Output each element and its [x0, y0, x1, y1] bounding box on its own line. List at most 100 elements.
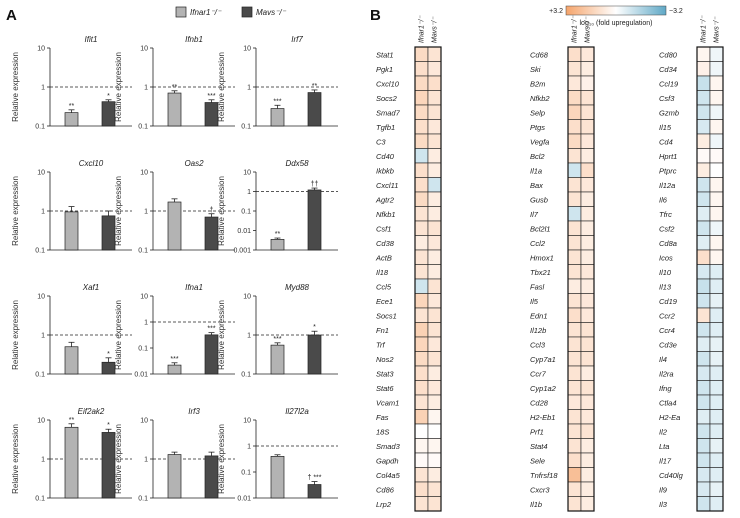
heatmap-cell-ece1	[427, 293, 442, 309]
heatmap-cell-col4a5	[414, 467, 429, 483]
panel-label-a: A	[6, 7, 17, 24]
y-axis-label: Relative expression	[217, 424, 226, 494]
heatmap-cell-ctla4	[709, 394, 724, 410]
y-tick-label: 10	[37, 46, 45, 53]
chart-title-myd88: Myd88	[285, 283, 310, 292]
heatmap-cell-lta	[696, 438, 711, 454]
y-tick-label: 0.1	[35, 372, 45, 379]
bar-ifnar1	[167, 364, 182, 375]
gene-label-18s: 18S	[376, 427, 389, 436]
y-tick-label: 0.01	[134, 372, 148, 379]
chart-title-il27l2a: Il27l2a	[285, 407, 309, 416]
y-tick-label: 0.1	[241, 470, 251, 477]
bar-ifnar1	[270, 239, 285, 251]
bar-ifnar1	[270, 344, 285, 375]
gene-label-il3: Il3	[659, 500, 668, 509]
heatmap-cell-gusb	[580, 191, 595, 207]
gene-label-vegfa: Vegfa	[530, 137, 549, 146]
gene-label-edn1: Edn1	[530, 311, 548, 320]
panel-label-b: B	[370, 7, 381, 24]
heatmap-cell-cd38	[414, 235, 429, 251]
gene-label-gzmb: Gzmb	[659, 108, 679, 117]
heatmap-column-1: Ifnar1⁻/⁻ Mavs⁻/⁻ Stat1 Pgk1 Cxcl10 Socs2 Smad…	[375, 14, 442, 512]
heatmap-cell-ccl2	[567, 235, 582, 251]
gene-label-fasl: Fasl	[530, 282, 545, 291]
heatmap-cell-cd86	[427, 481, 442, 497]
gene-label-c3: C3	[376, 137, 386, 146]
heatmap-cell-tgfb1	[427, 119, 442, 135]
bar-chart-il27l2a: Il27l2a Relative expression 0.01 0.1 1 10 † **…	[217, 407, 338, 503]
bar-chart-irf3: Irf3 Relative expression 0.1 1 10	[114, 407, 235, 503]
heatmap-column-2: Ifnar1⁻/⁻ Mavs⁻/⁻ Cd68 Ski B2m Nfkb2 Selp Ptgs V…	[530, 14, 595, 512]
y-tick-label: 10	[243, 170, 251, 177]
gene-label-cyp1a2: Cyp1a2	[530, 384, 557, 393]
heatmap-cell-csf2	[709, 220, 724, 236]
heatmap-cell-ikbkb	[414, 162, 429, 178]
y-tick-label: 10	[140, 418, 148, 425]
heatmap-cell-fas	[427, 409, 442, 425]
gene-label-col4a5: Col4a5	[376, 471, 401, 480]
heatmap-cell-edn1	[567, 307, 582, 323]
heatmap-cell-bcl2	[580, 148, 595, 164]
heatmap-cell-tnfrsf18	[580, 467, 595, 483]
bar-mavs	[307, 334, 322, 375]
heatmap-column-header: Mavs⁻/⁻	[714, 16, 721, 43]
heatmap-cell-fasl	[580, 278, 595, 294]
heatmap-cell-ptgs	[580, 119, 595, 135]
heatmap-cell-csf2	[696, 220, 711, 236]
y-tick-label: 10	[243, 294, 251, 301]
heatmap-cell-il12a	[709, 177, 724, 193]
heatmap-cell-il15	[709, 119, 724, 135]
heatmap-cell-ctla4	[696, 394, 711, 410]
y-tick-label: 10	[140, 46, 148, 53]
gene-label-ccl3: Ccl3	[530, 340, 546, 349]
heatmap-cell-bcl2l1	[580, 220, 595, 236]
heatmap-cell-cd8a	[696, 235, 711, 251]
heatmap-cell-cd8a	[709, 235, 724, 251]
legend-label-ifnar1: Ifnar1⁻/⁻	[190, 8, 222, 17]
y-tick-label: 10	[37, 294, 45, 301]
heatmap-cell-cd40	[427, 148, 442, 164]
significance-mark: *	[313, 324, 316, 331]
heatmap-cell-hprt1	[709, 148, 724, 164]
heatmap-cell-il2ra	[709, 365, 724, 381]
gene-label-lta: Lta	[659, 442, 669, 451]
heatmap-cell-il17	[696, 452, 711, 468]
chart-title-oas2: Oas2	[184, 159, 204, 168]
legend-swatch-ifnar1	[175, 6, 187, 18]
heatmap-cell-vegfa	[567, 133, 582, 149]
y-tick-label: 0.1	[241, 372, 251, 379]
heatmap-cell-bax	[567, 177, 582, 193]
chart-title-ifnb1: Ifnb1	[185, 35, 203, 44]
gene-label-bcl2l1: Bcl2l1	[530, 224, 550, 233]
heatmap-cell-tbx21	[580, 264, 595, 280]
heatmap-cell-trf	[427, 336, 442, 352]
gene-label-il15: Il15	[659, 123, 672, 132]
heatmap-cell-il5	[567, 293, 582, 309]
heatmap-cell-ccr2	[709, 307, 724, 323]
heatmap-cell-il4	[696, 351, 711, 367]
heatmap-cell-il13	[696, 278, 711, 294]
colorbar-max-label: +3.2	[549, 8, 563, 15]
heatmap-cell-il6	[696, 191, 711, 207]
y-axis-label: Relative expression	[11, 424, 20, 494]
heatmap-cell-cd38	[427, 235, 442, 251]
heatmap-column-header: Mavs⁻/⁻	[585, 16, 592, 43]
legend: Ifnar1⁻/⁻ Mavs⁻/⁻	[175, 6, 287, 18]
bar-ifnar1	[167, 92, 182, 127]
chart-title-eif2ak2: Eif2ak2	[78, 407, 105, 416]
heatmap-cell-socs2	[427, 90, 442, 106]
heatmap-cell-trf	[414, 336, 429, 352]
y-tick-label: 0.1	[138, 248, 148, 255]
heatmap-cell-prf1	[580, 423, 595, 439]
heatmap-cell-cd40lg	[709, 467, 724, 483]
gene-label-il1a: Il1a	[530, 166, 542, 175]
gene-label-ctla4: Ctla4	[659, 398, 677, 407]
gene-label-il4: Il4	[659, 355, 667, 364]
heatmap-cell-csf3	[709, 90, 724, 106]
legend-label-mavs: Mavs⁻/⁻	[256, 8, 287, 17]
y-tick-label: 0.01	[237, 228, 251, 235]
heatmap-cell-fas	[414, 409, 429, 425]
gene-label-bax: Bax	[530, 181, 543, 190]
heatmap-cell-cd19	[709, 293, 724, 309]
